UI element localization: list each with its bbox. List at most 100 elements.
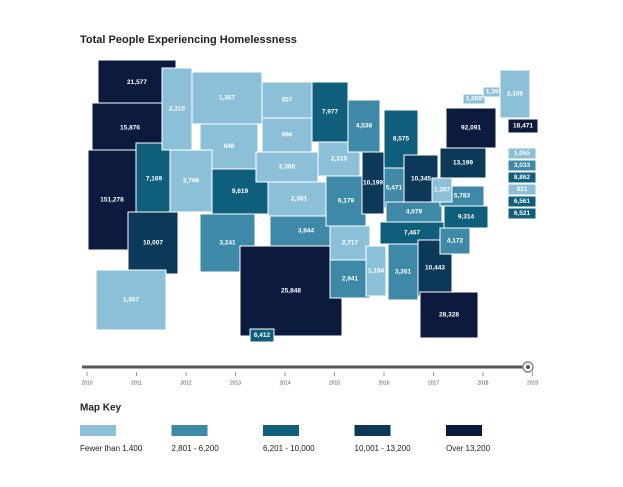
state-label: 2,315 bbox=[331, 156, 348, 163]
state[interactable] bbox=[347, 99, 381, 153]
state-label: 1,184 bbox=[368, 268, 385, 275]
timeline: 2010 2011 2012 2013 2014 2015 2016 2017 2018 2019 bbox=[81, 372, 538, 386]
year-label[interactable]: 2019 bbox=[527, 380, 538, 386]
year-label[interactable]: 2010 bbox=[81, 380, 92, 386]
state-label: 921 bbox=[517, 186, 528, 193]
state[interactable] bbox=[329, 259, 371, 299]
state[interactable] bbox=[507, 171, 537, 184]
state[interactable] bbox=[419, 291, 479, 339]
key-swatch bbox=[354, 425, 391, 436]
year-label[interactable]: 2016 bbox=[378, 380, 389, 386]
state-label: 7,977 bbox=[322, 109, 339, 116]
state-label: 7,467 bbox=[404, 230, 421, 237]
state-label: 1,397 bbox=[434, 187, 451, 194]
state[interactable] bbox=[239, 245, 343, 337]
state-label: 3,261 bbox=[395, 269, 412, 276]
state[interactable] bbox=[445, 107, 497, 149]
state-label: 3,033 bbox=[514, 162, 531, 169]
state-label: 4,079 bbox=[406, 209, 423, 216]
state[interactable] bbox=[507, 195, 537, 208]
state-label: 151,278 bbox=[100, 197, 124, 204]
map: 21,577 15,876 151,278 7,169 2,315 1,357 648 2,7… bbox=[87, 59, 539, 343]
key-title: Map Key bbox=[80, 403, 122, 414]
state-label: 1,907 bbox=[123, 297, 140, 304]
state[interactable] bbox=[507, 207, 537, 220]
key-swatch bbox=[263, 425, 299, 436]
timeline-handle-dot bbox=[526, 365, 530, 369]
state-label: 3,944 bbox=[298, 228, 315, 235]
state[interactable] bbox=[249, 328, 275, 343]
key-swatch bbox=[80, 425, 116, 436]
state[interactable] bbox=[329, 225, 371, 261]
state-label: 9,619 bbox=[232, 188, 249, 195]
state-label: 21,577 bbox=[127, 79, 147, 86]
state[interactable] bbox=[507, 147, 537, 160]
state[interactable] bbox=[507, 118, 539, 134]
state-label: 8,575 bbox=[393, 136, 410, 143]
key-swatch bbox=[171, 425, 208, 436]
state[interactable] bbox=[169, 149, 213, 213]
state-label: 10,007 bbox=[143, 240, 163, 247]
state-label: 92,091 bbox=[461, 125, 481, 132]
state[interactable] bbox=[365, 245, 387, 297]
state[interactable] bbox=[439, 147, 487, 179]
title: Total People Experiencing Homelessness bbox=[80, 34, 297, 46]
state[interactable] bbox=[311, 81, 349, 143]
state-label: 3,241 bbox=[219, 240, 236, 247]
year-label[interactable]: 2013 bbox=[230, 380, 241, 386]
state[interactable] bbox=[325, 175, 367, 227]
state-label: 10,345 bbox=[411, 176, 431, 183]
state-label: 28,328 bbox=[439, 312, 459, 319]
key-label: Over 13,200 bbox=[446, 444, 491, 453]
state[interactable] bbox=[191, 71, 263, 125]
state-label: 2,106 bbox=[507, 91, 524, 98]
year-label[interactable]: 2017 bbox=[428, 380, 439, 386]
state[interactable] bbox=[95, 269, 167, 331]
state-label: 2,365 bbox=[279, 164, 296, 171]
state[interactable] bbox=[127, 211, 179, 275]
state[interactable] bbox=[439, 227, 471, 255]
state-label: 4,172 bbox=[447, 238, 464, 245]
year-label[interactable]: 2014 bbox=[279, 380, 290, 386]
state-label: 6,412 bbox=[254, 332, 271, 339]
state-label: 1,357 bbox=[219, 95, 236, 102]
state[interactable] bbox=[507, 159, 537, 172]
state-label: 8,862 bbox=[514, 174, 531, 181]
map-key: Fewer than 1,400 2,801 - 6,200 6,201 - 10,… bbox=[80, 425, 491, 453]
key-label: 6,201 - 10,000 bbox=[263, 444, 315, 453]
year-label[interactable]: 2011 bbox=[131, 380, 142, 386]
state[interactable] bbox=[255, 151, 319, 183]
state-label: 7,169 bbox=[146, 176, 163, 183]
state-label: 25,848 bbox=[281, 288, 301, 295]
state-label: 10,199 bbox=[363, 180, 383, 187]
state-label: 996 bbox=[282, 132, 293, 139]
key-label: 2,801 - 6,200 bbox=[172, 444, 220, 453]
key-label: 10,001 - 13,200 bbox=[355, 444, 412, 453]
state-label: 5,471 bbox=[386, 185, 403, 192]
state-label: 2,941 bbox=[342, 276, 359, 283]
state-label: 2,798 bbox=[183, 178, 200, 185]
year-label[interactable]: 2018 bbox=[477, 380, 488, 386]
state-label: 6,179 bbox=[338, 198, 355, 205]
state-label: 1,089 bbox=[466, 96, 483, 103]
state-label: 648 bbox=[224, 143, 235, 150]
state-label: 6,521 bbox=[514, 210, 531, 217]
state-label: 18,471 bbox=[513, 123, 533, 130]
state-label: 1,396 bbox=[486, 89, 503, 96]
state-label: 2,717 bbox=[342, 240, 359, 247]
state-label: 13,199 bbox=[453, 160, 473, 167]
state-label: 5,783 bbox=[454, 193, 471, 200]
state[interactable] bbox=[507, 183, 537, 196]
year-label[interactable]: 2012 bbox=[180, 380, 191, 386]
state-label: 6,561 bbox=[514, 198, 531, 205]
state[interactable] bbox=[462, 93, 486, 105]
state[interactable] bbox=[261, 81, 313, 119]
state-label: 10,443 bbox=[425, 265, 445, 272]
year-label[interactable]: 2015 bbox=[329, 380, 340, 386]
state-label: 9,314 bbox=[458, 214, 475, 221]
key-swatch bbox=[446, 425, 482, 436]
key-label: Fewer than 1,400 bbox=[80, 444, 143, 453]
state[interactable] bbox=[499, 69, 531, 119]
state-label: 557 bbox=[282, 97, 293, 104]
